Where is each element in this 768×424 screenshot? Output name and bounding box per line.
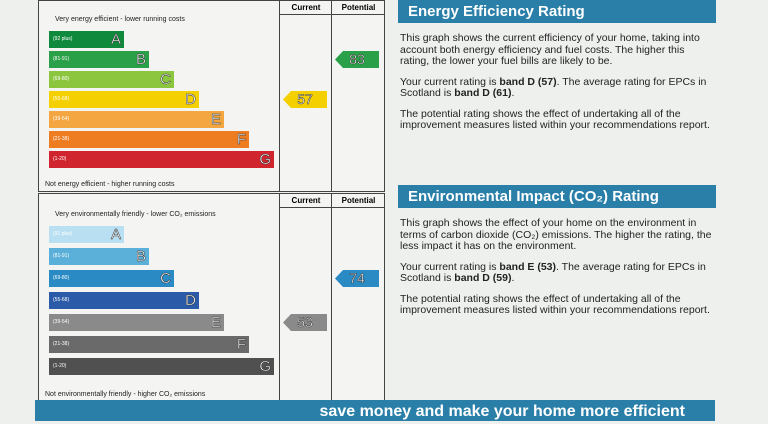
band-letter: C xyxy=(160,270,171,288)
rating-band: (55-68) D xyxy=(49,91,199,108)
rating-band: (39-54) E xyxy=(49,314,224,331)
potential-rating: 74 xyxy=(335,270,379,287)
text: This graph shows the current efficiency … xyxy=(400,32,700,67)
band-letter: D xyxy=(185,292,196,310)
band-range: (69-80) xyxy=(53,76,70,82)
band-range: (55-68) xyxy=(53,297,70,303)
paragraph: The potential rating shows the effect of… xyxy=(398,292,716,317)
band-letter: G xyxy=(259,151,271,169)
top-label: Very environmentally friendly - lower CO… xyxy=(55,211,216,218)
rating-band: (81-91) B xyxy=(49,51,149,68)
text: . xyxy=(511,272,515,284)
potential-rating: 83 xyxy=(335,51,379,68)
paragraph: This graph shows the current efficiency … xyxy=(398,32,716,68)
band-range: (92 plus) xyxy=(53,231,73,237)
text-section: Energy Efficiency Rating This graph shows… xyxy=(398,0,716,141)
rating-chart: Current Potential Very environmentally fri… xyxy=(38,193,385,402)
text-section: Environmental Impact (CO₂) Rating This gr… xyxy=(398,185,716,326)
band-range: (69-80) xyxy=(53,275,70,281)
bold-text: band D (59) xyxy=(454,272,512,284)
current-header: Current xyxy=(279,1,332,15)
top-label: Very energy efficient - lower running co… xyxy=(55,16,185,23)
rating-band: (69-80) C xyxy=(49,270,174,287)
text: Your current rating is xyxy=(400,75,500,88)
rating-band: (39-54) E xyxy=(49,111,224,128)
paragraph: Your current rating is band E (53). The … xyxy=(398,260,716,285)
band-range: (81-91) xyxy=(53,253,70,259)
rating-band: (21-38) F xyxy=(49,131,249,148)
band-range: (92 plus) xyxy=(53,36,73,42)
potential-header: Potential xyxy=(331,194,385,208)
section-title: Energy Efficiency Rating xyxy=(398,0,716,23)
band-range: (1-20) xyxy=(53,156,67,162)
bold-text: band D (61) xyxy=(454,87,512,99)
text: Your current rating is xyxy=(400,260,500,273)
band-range: (21-38) xyxy=(53,136,70,142)
text: . The average rating for EPCs in Scotlan… xyxy=(400,75,707,99)
band-letter: C xyxy=(160,71,171,89)
potential-column xyxy=(331,1,385,191)
band-range: (1-20) xyxy=(53,363,67,369)
band-letter: D xyxy=(185,91,196,109)
rating-band: (69-80) C xyxy=(49,71,174,88)
text: The potential rating shows the effect of… xyxy=(400,292,710,316)
potential-column xyxy=(331,194,385,401)
bottom-label: Not energy efficient - higher running co… xyxy=(45,181,175,188)
paragraph: This graph shows the effect of your home… xyxy=(398,217,716,253)
text: . The average rating for EPCs in Scotlan… xyxy=(400,260,706,284)
band-letter: A xyxy=(110,31,122,49)
paragraph: Your current rating is band D (57). The … xyxy=(398,75,716,100)
rating-chart: Current Potential Very energy efficient - … xyxy=(38,0,385,192)
current-header: Current xyxy=(279,194,332,208)
banner-text: save money and make your home more effic… xyxy=(319,403,685,420)
rating-band: (1-20) G xyxy=(49,151,274,168)
current-rating: 53 xyxy=(283,314,327,331)
band-range: (81-91) xyxy=(53,56,70,62)
current-column xyxy=(279,1,332,191)
text: . xyxy=(511,87,515,99)
rating-band: (1-20) G xyxy=(49,358,274,375)
band-letter: E xyxy=(210,314,222,332)
bold-text: band E (53) xyxy=(499,260,557,273)
band-letter: E xyxy=(210,111,222,129)
banner: save money and make your home more effic… xyxy=(35,400,715,421)
rating-band: (92 plus) A xyxy=(49,31,124,48)
band-letter: G xyxy=(259,358,271,376)
text: The potential rating shows the effect of… xyxy=(400,107,710,131)
rating-band: (55-68) D xyxy=(49,292,199,309)
band-range: (55-68) xyxy=(53,96,70,102)
rating-band: (81-91) B xyxy=(49,248,149,265)
band-letter: F xyxy=(236,336,247,354)
bottom-label: Not environmentally friendly - higher CO… xyxy=(45,391,206,398)
band-letter: B xyxy=(135,51,147,69)
bold-text: band D (57) xyxy=(499,75,557,88)
current-rating: 57 xyxy=(283,91,327,108)
band-range: (39-54) xyxy=(53,116,70,122)
band-range: (39-54) xyxy=(53,319,70,325)
band-letter: A xyxy=(110,226,122,244)
band-range: (21-38) xyxy=(53,341,70,347)
rating-band: (21-38) F xyxy=(49,336,249,353)
current-column xyxy=(279,194,332,401)
paragraph: The potential rating shows the effect of… xyxy=(398,107,716,132)
text: This graph shows the effect of your home… xyxy=(400,217,712,252)
potential-header: Potential xyxy=(331,1,385,15)
band-letter: F xyxy=(236,131,247,149)
rating-band: (92 plus) A xyxy=(49,226,124,243)
band-letter: B xyxy=(135,248,147,266)
section-title: Environmental Impact (CO₂) Rating xyxy=(398,185,716,208)
